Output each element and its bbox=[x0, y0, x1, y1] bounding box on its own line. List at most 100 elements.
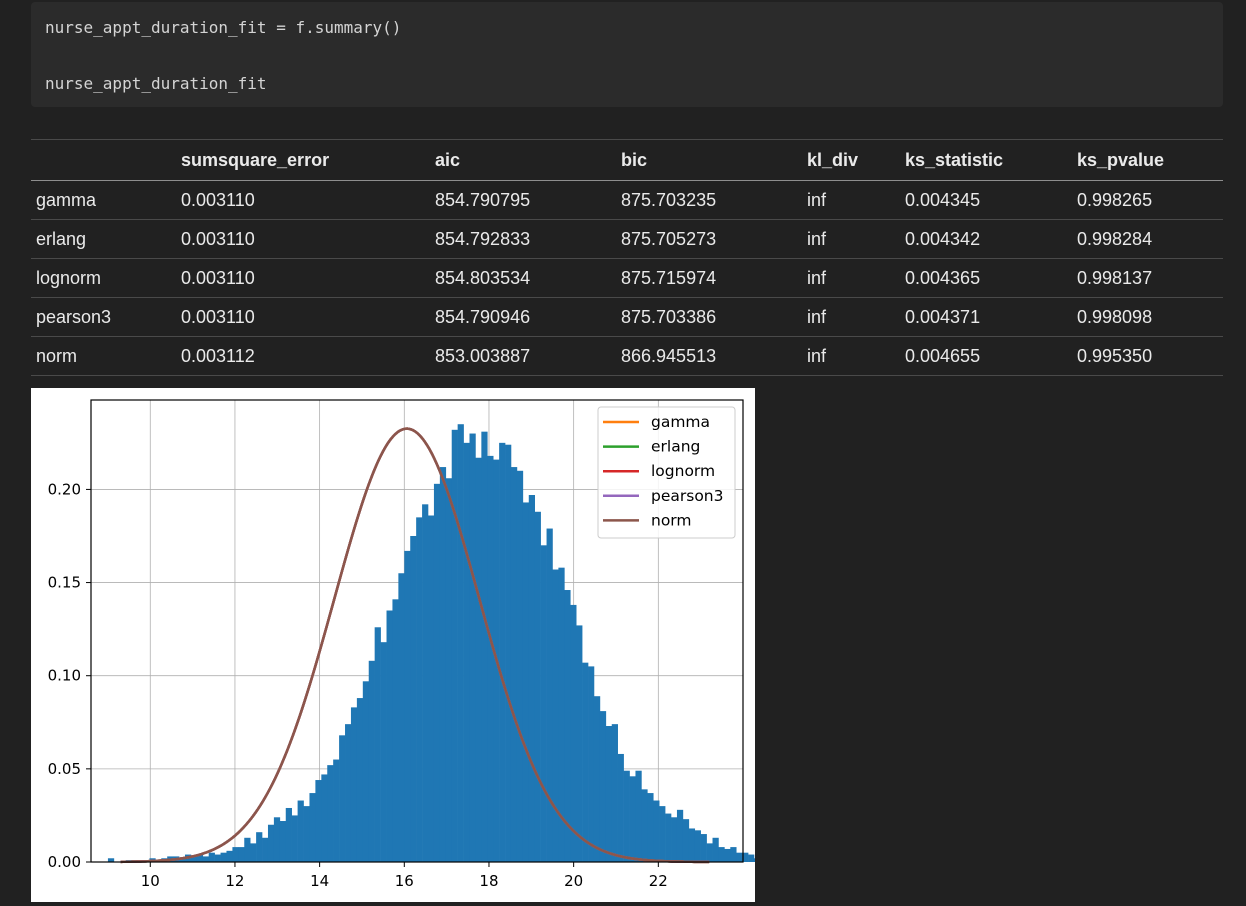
cell-bic: 875.703235 bbox=[621, 189, 717, 210]
cell-kl-div: inf bbox=[807, 306, 827, 327]
histogram-bar bbox=[588, 666, 595, 862]
histogram-bar bbox=[250, 843, 257, 862]
cell-kl-div: inf bbox=[807, 189, 827, 210]
histogram-bar bbox=[599, 711, 607, 862]
row-label: pearson3 bbox=[36, 306, 112, 327]
histogram-bar bbox=[350, 707, 358, 862]
row-label: norm bbox=[36, 345, 78, 366]
histogram-bar bbox=[439, 467, 447, 862]
histogram-bar bbox=[428, 515, 435, 862]
table-row: lognorm 0.003110 854.803534 875.715974 i… bbox=[31, 259, 1223, 298]
histogram-bar bbox=[742, 852, 749, 862]
histogram-bar bbox=[682, 819, 690, 862]
cell-aic: 854.790946 bbox=[435, 306, 531, 327]
axes-frame bbox=[90, 399, 744, 863]
histogram-bar bbox=[303, 806, 310, 862]
histogram-bar bbox=[232, 847, 239, 862]
histogram-bar bbox=[410, 535, 417, 862]
histogram-bar bbox=[576, 625, 583, 862]
cell-sumsquare-error: 0.003110 bbox=[181, 267, 255, 288]
x-tick-label: 10 bbox=[141, 872, 160, 890]
histogram-bar bbox=[463, 442, 470, 862]
header-bic: bic bbox=[621, 149, 648, 170]
cell-ks-pvalue: 0.998137 bbox=[1077, 267, 1153, 288]
histogram-bar bbox=[505, 444, 512, 862]
histogram-bar bbox=[309, 793, 316, 862]
cell-ks-pvalue: 0.998098 bbox=[1077, 306, 1153, 327]
histogram-bar bbox=[676, 809, 684, 862]
cell-aic: 853.003887 bbox=[435, 345, 531, 366]
histogram-bar bbox=[267, 824, 275, 862]
cell-bic: 875.703386 bbox=[621, 306, 717, 327]
histogram-bar bbox=[629, 776, 636, 862]
y-tick-label: 0.00 bbox=[48, 853, 81, 871]
cell-kl-div: inf bbox=[807, 228, 827, 249]
histogram-bar bbox=[582, 662, 589, 862]
histogram-bar bbox=[593, 696, 601, 862]
histogram-bar bbox=[202, 856, 209, 862]
code-line-output-var: nurse_appt_duration_fit bbox=[45, 74, 267, 93]
histogram-bar bbox=[422, 504, 429, 862]
row-label: lognorm bbox=[36, 267, 102, 288]
cell-sumsquare-error: 0.003110 bbox=[181, 306, 255, 327]
histogram-bar bbox=[635, 770, 642, 862]
histogram-bar bbox=[433, 483, 441, 862]
histogram-bar bbox=[700, 834, 707, 862]
table-row: norm 0.003112 853.003887 866.945513 inf … bbox=[31, 337, 1223, 376]
cell-bic: 875.715974 bbox=[621, 267, 717, 288]
histogram-bar bbox=[226, 850, 233, 862]
legend-label-lognorm: lognorm bbox=[651, 462, 715, 480]
histogram-bar bbox=[362, 681, 370, 862]
table-row: erlang 0.003110 854.792833 875.705273 in… bbox=[31, 220, 1223, 259]
histogram-bar bbox=[671, 817, 678, 862]
histogram-bar bbox=[694, 830, 701, 862]
cell-ks-pvalue: 0.995350 bbox=[1077, 345, 1153, 366]
row-label: erlang bbox=[36, 228, 87, 249]
histogram-chart: 10 12 14 16 18 20 22 0.00 0.05 0.10 0.15 0.20 gamma e… bbox=[48, 399, 755, 890]
header-index bbox=[31, 140, 176, 181]
histogram-bar bbox=[285, 807, 292, 862]
code-cell[interactable]: nurse_appt_duration_fit = f.summary() nu… bbox=[31, 2, 1223, 107]
histogram-bar bbox=[107, 858, 115, 862]
histogram-bar bbox=[665, 813, 672, 862]
table-row: pearson3 0.003110 854.790946 875.703386 … bbox=[31, 298, 1223, 337]
histogram-bar bbox=[516, 470, 524, 862]
histogram-bar bbox=[534, 511, 541, 862]
histogram-bar bbox=[647, 793, 654, 862]
x-tick-label: 16 bbox=[395, 872, 414, 890]
histogram-bar bbox=[368, 660, 375, 862]
histogram-bar bbox=[244, 837, 251, 862]
histogram-bar bbox=[487, 455, 494, 862]
header-aic: aic bbox=[435, 149, 461, 170]
cell-ks-pvalue: 0.998284 bbox=[1077, 228, 1153, 249]
histogram-bar bbox=[718, 847, 725, 862]
histogram-bar bbox=[540, 545, 547, 862]
histogram-bar bbox=[345, 724, 352, 862]
header-ks-pvalue: ks_pvalue bbox=[1077, 149, 1165, 170]
histogram-bar bbox=[451, 429, 458, 862]
cell-ks-pvalue: 0.998265 bbox=[1077, 189, 1153, 210]
histogram-bar bbox=[256, 832, 263, 862]
histogram-bar bbox=[273, 817, 281, 862]
histogram-bar bbox=[730, 847, 737, 862]
histogram-bar bbox=[564, 590, 571, 862]
cell-ks-statistic: 0.004345 bbox=[905, 189, 981, 210]
histogram-bar bbox=[238, 847, 245, 862]
histogram-bar bbox=[522, 502, 530, 862]
cell-ks-statistic: 0.004342 bbox=[905, 228, 981, 249]
histogram-bar bbox=[736, 852, 743, 862]
table-header-row: sumsquare_error aic bic kl_div ks_statis… bbox=[31, 139, 1223, 181]
header-sumsquare-error: sumsquare_error bbox=[181, 149, 330, 170]
histogram-bar bbox=[481, 431, 488, 862]
histogram-bar bbox=[327, 765, 334, 862]
histogram-bar bbox=[724, 848, 731, 862]
cell-ks-statistic: 0.004365 bbox=[905, 267, 981, 288]
histogram-bar bbox=[262, 837, 269, 862]
histogram-bar bbox=[398, 573, 405, 862]
histogram-bar bbox=[617, 753, 624, 862]
histogram-bar bbox=[333, 759, 340, 862]
histogram-bar bbox=[552, 569, 559, 862]
histogram-bar bbox=[528, 495, 535, 862]
histogram-bar bbox=[214, 854, 221, 862]
code-line-assignment: nurse_appt_duration_fit = f.summary() bbox=[45, 18, 402, 37]
